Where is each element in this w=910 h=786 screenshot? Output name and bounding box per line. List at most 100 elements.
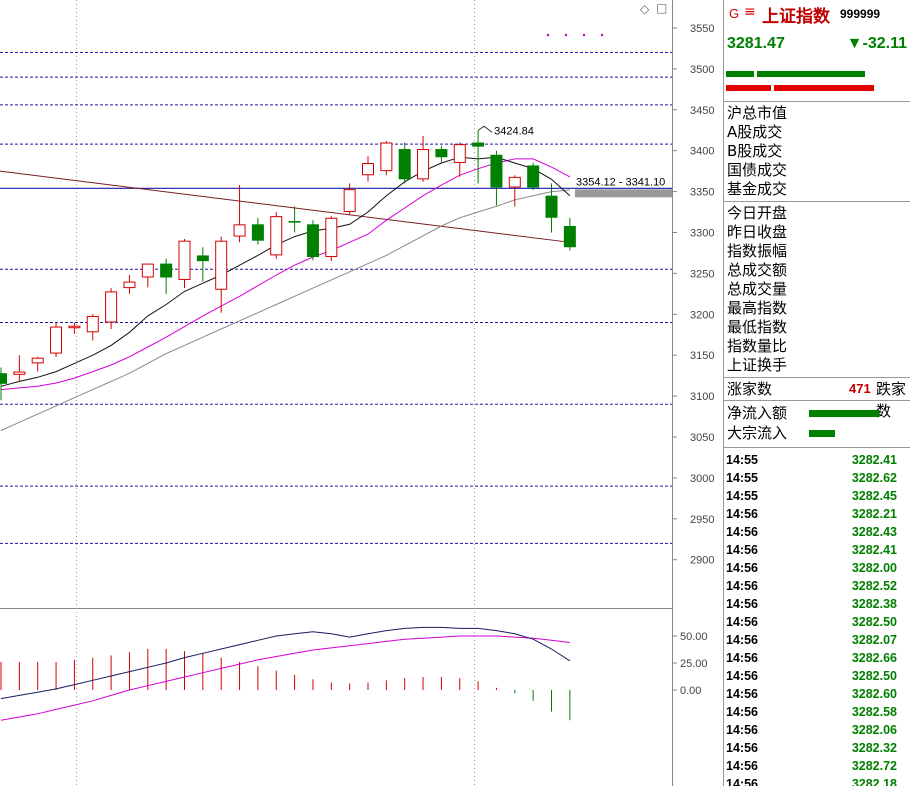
candle-body [270,216,283,256]
tick-time: 14:56 [726,741,758,755]
tick-time: 14:56 [726,687,758,701]
tick-row: 14:56 3282.66 [724,649,910,667]
ma-long-line [0,170,570,243]
y-tick-label: 3450 [690,105,714,117]
kline-chart[interactable]: 3424.84 3354.12 - 3341.10 3550 3500 3450 340… [0,0,723,786]
y-tick-label: 3300 [690,228,714,240]
candle-body [343,189,356,213]
tick-row: 14:56 3282.72 [724,757,910,775]
tick-time: 14:56 [726,525,758,539]
flow-label: 净流入额 [727,403,910,423]
candle-body [435,149,448,158]
stat-label: 最高指数 [727,299,788,317]
decline-label: 跌家数 [876,380,907,420]
tick-row: 14:55 3282.41 [724,451,910,469]
ma-fast-line [0,156,571,387]
stat-label: 最低指数 [727,318,788,336]
tick-price: 3282.07 [851,633,897,647]
tick-price: 3282.45 [851,489,897,503]
candle-body [31,357,44,364]
tick-row: 14:56 3282.21 [724,505,910,523]
diamond-icon[interactable]: ◇ [640,2,650,16]
tick-time: 14:56 [726,705,758,719]
tick-price: 3282.72 [851,759,897,773]
tick-price: 3282.43 [851,525,897,539]
candle-body [417,149,430,180]
signal-dot [564,33,568,37]
quote-panel: G ≡ 上证指数 999999 3281.47 ▼-32.11 沪总市值 A股成交… [723,0,910,786]
sub-y-tick-label: 50.00 [680,631,708,643]
strength-bar-red-a [726,85,771,91]
tick-time: 14:55 [726,453,758,467]
advance-label: 涨家数 [727,380,773,398]
advance-decline: 涨家数 471 跌家数 [724,378,910,420]
y-tick-label: 3200 [690,309,714,321]
tick-price: 3282.58 [851,705,897,719]
advance-count: 471 [849,381,871,396]
last-price: 3281.47 [727,35,785,52]
tick-time: 14:56 [726,561,758,575]
tick-price: 3282.32 [851,741,897,755]
tick-time: 14:56 [726,543,758,557]
stat-label: 国债成交 [727,161,788,179]
candle-body [160,263,173,278]
candle-body [453,144,466,163]
panel-header: G ≡ 上证指数 999999 [724,0,910,30]
tick-row: 14:55 3282.62 [724,469,910,487]
ma-mid-line [0,158,571,391]
y-tick-label: 3150 [690,350,714,362]
candle-body [306,224,319,258]
tick-time: 14:55 [726,489,758,503]
range-annotation: 3354.12 - 3341.10 [576,176,665,188]
tick-row: 14:56 3282.07 [724,631,910,649]
y-tick-label: 3500 [690,64,714,76]
candle-body [178,240,191,280]
tick-row: 14:56 3282.50 [724,613,910,631]
y-tick-label: 3550 [690,23,714,35]
tick-price: 3282.18 [851,777,897,786]
candle-body [362,162,374,176]
tick-time: 14:56 [726,723,758,737]
tick-time: 14:56 [726,651,758,665]
candle-body [398,149,411,180]
stat-label: 昨日收盘 [727,223,788,241]
strength-bar-red-b [774,85,874,91]
candle-body [380,142,393,172]
tick-row: 14:56 3282.32 [724,739,910,757]
logo-icon[interactable]: G [729,6,740,21]
high-marker [477,125,493,133]
stats-section: 今日开盘 昨日收盘 指数振幅 总成交额 总成交量 最高指数 最低指数 指数量比 上证换手 [724,202,910,378]
candle-body [105,291,118,323]
tick-time: 14:56 [726,633,758,647]
turnover-section: 沪总市值 A股成交 B股成交 国债成交 基金成交 [724,102,910,202]
signal-dot [600,33,604,37]
tick-time: 14:56 [726,669,758,683]
sub-y-tick-label: 0.00 [680,685,701,697]
restore-icon[interactable]: □ [656,1,668,15]
stat-label: 基金成交 [727,180,788,198]
tick-time: 14:56 [726,615,758,629]
sub-y-tick-label: 25.00 [680,658,708,670]
y-tick-label: 2950 [690,514,714,526]
index-code: 999999 [840,7,881,21]
stat-label: 总成交量 [727,280,788,298]
tick-time: 14:56 [726,759,758,773]
candle-body [86,315,99,333]
ma-slow-line [0,189,570,431]
tick-price: 3282.52 [851,579,897,593]
stat-label: 指数振幅 [727,242,788,260]
candle-body [68,325,81,329]
tick-row: 14:55 3282.45 [724,487,910,505]
tick-list[interactable]: 14:55 3282.41 14:55 3282.62 14:55 3282.45 14:5… [724,448,910,786]
tick-price: 3282.06 [851,723,897,737]
stat-label: 上证换手 [727,356,788,374]
menu-icon[interactable]: ≡ [744,4,756,20]
candle-body [490,154,503,188]
tick-price: 3282.00 [851,561,897,575]
y-tick-label: 3400 [690,146,714,158]
dea-line [0,635,570,721]
y-tick-label: 3350 [690,187,714,199]
y-tick-label: 3050 [690,432,714,444]
tick-row: 14:56 3282.41 [724,541,910,559]
tick-price: 3282.41 [851,543,897,557]
